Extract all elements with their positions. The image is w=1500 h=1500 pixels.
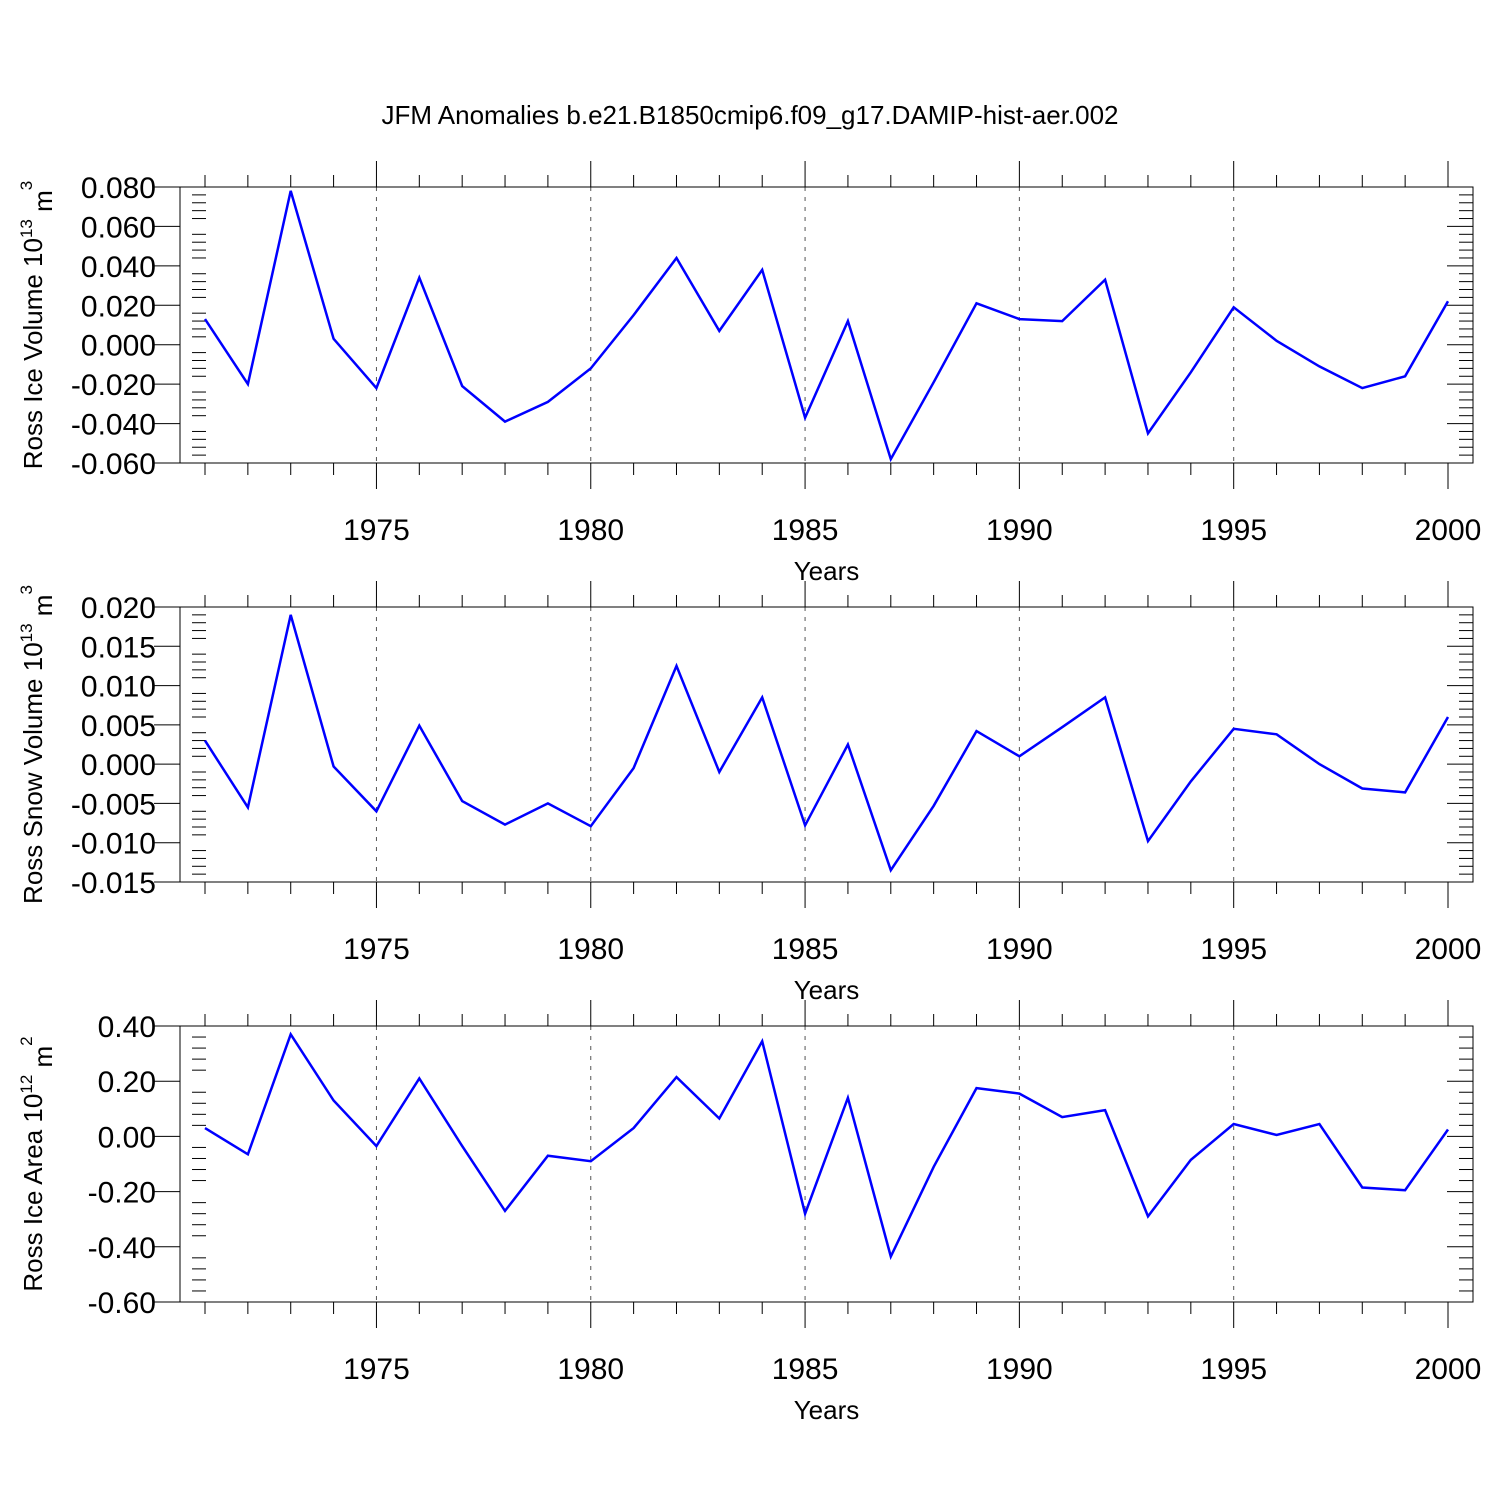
plot-frame bbox=[179, 1025, 1474, 1303]
plot-frame bbox=[179, 186, 1474, 464]
x-tick-label: 1990 bbox=[986, 514, 1053, 547]
panels: -0.060 -0.040 -0.020 0.000 0.020 0.040 0.060 0.… bbox=[17, 161, 1481, 1425]
panel-2: -0.015 -0.010 -0.005 0.000 0.005 0.010 0.015 0.… bbox=[17, 581, 1481, 1005]
y-tick-label: -0.010 bbox=[71, 828, 156, 861]
x-tick-label: 1990 bbox=[986, 933, 1053, 966]
y-tick-label: -0.020 bbox=[71, 369, 156, 402]
x-axis-label: Years bbox=[794, 556, 860, 586]
x-tick-label: 1975 bbox=[343, 1353, 410, 1386]
x-tick-label: 1980 bbox=[557, 933, 624, 966]
series-line bbox=[204, 1031, 1450, 1261]
y-tick-label: 0.020 bbox=[81, 592, 156, 625]
x-tick-label: 1975 bbox=[343, 514, 410, 547]
y-tick-label: -0.40 bbox=[88, 1232, 156, 1265]
x-tick-label: 1985 bbox=[772, 514, 839, 547]
y-axis-label-part: 13 bbox=[17, 219, 36, 238]
y-tick-label: -0.015 bbox=[71, 867, 156, 900]
y-tick-label: -0.060 bbox=[71, 448, 156, 481]
x-tick-label: 1995 bbox=[1200, 1353, 1267, 1386]
y-tick-label: -0.60 bbox=[88, 1287, 156, 1320]
y-axis-label-part: m bbox=[28, 1046, 58, 1075]
y-axis-label-part: Ross Ice Volume 10 bbox=[18, 238, 48, 469]
x-tick-label: 1995 bbox=[1200, 933, 1267, 966]
y-axis-label-part: 3 bbox=[17, 585, 36, 594]
x-tick-label: 1975 bbox=[343, 933, 410, 966]
series-line bbox=[203, 190, 1450, 463]
y-axis-label-part: 13 bbox=[17, 623, 36, 642]
y-axis-label-part: m bbox=[28, 190, 58, 219]
panel-3: -0.60 -0.40 -0.20 0.00 0.20 0.40 1975 1980 1985 1… bbox=[17, 1000, 1481, 1425]
y-tick-label: 0.040 bbox=[81, 251, 156, 284]
x-tick-label: 1995 bbox=[1200, 514, 1267, 547]
y-tick-label: -0.040 bbox=[71, 409, 156, 442]
y-tick-label: 0.000 bbox=[81, 330, 156, 363]
panel-1: -0.060 -0.040 -0.020 0.000 0.020 0.040 0.060 0.… bbox=[17, 161, 1481, 586]
y-tick-label: 0.40 bbox=[98, 1011, 156, 1044]
y-tick-label: 0.00 bbox=[98, 1121, 156, 1154]
y-tick-label: 0.005 bbox=[81, 710, 156, 743]
x-tick-label: 1990 bbox=[986, 1353, 1053, 1386]
y-tick-label: 0.020 bbox=[81, 290, 156, 323]
y-axis-label-part: Ross Snow Volume 10 bbox=[18, 642, 48, 904]
x-tick-label: 1985 bbox=[772, 1353, 839, 1386]
y-tick-label: 0.060 bbox=[81, 211, 156, 244]
x-tick-label: 2000 bbox=[1415, 933, 1482, 966]
y-tick-label: 0.000 bbox=[81, 749, 156, 782]
x-tick-label: 1980 bbox=[557, 1353, 624, 1386]
x-tick-label: 2000 bbox=[1415, 1353, 1482, 1386]
y-axis-label: Ross Ice Volume 1013 m3 bbox=[17, 181, 58, 470]
x-tick-label: 2000 bbox=[1415, 514, 1482, 547]
series-line bbox=[203, 614, 1450, 874]
y-axis-label-part: m bbox=[28, 595, 58, 624]
y-tick-label: -0.005 bbox=[71, 788, 156, 821]
y-tick-label: 0.010 bbox=[81, 671, 156, 704]
x-tick-label: 1985 bbox=[772, 933, 839, 966]
plot-frame bbox=[179, 606, 1474, 883]
y-tick-label: 0.015 bbox=[81, 631, 156, 664]
y-axis-label-part: 3 bbox=[17, 181, 36, 190]
y-axis-label-part: 2 bbox=[17, 1036, 36, 1045]
y-tick-label: -0.20 bbox=[88, 1177, 156, 1210]
x-tick-label: 1980 bbox=[557, 514, 624, 547]
x-axis-label: Years bbox=[794, 975, 860, 1005]
figure-title: JFM Anomalies b.e21.B1850cmip6.f09_g17.D… bbox=[381, 100, 1118, 130]
y-tick-label: 0.20 bbox=[98, 1066, 156, 1099]
y-axis-label-part: Ross Ice Area 10 bbox=[18, 1094, 48, 1292]
x-axis-label: Years bbox=[794, 1395, 860, 1425]
y-axis-label: Ross Ice Area 1012 m2 bbox=[17, 1036, 58, 1291]
y-axis-label-part: 12 bbox=[17, 1075, 36, 1094]
y-axis-label: Ross Snow Volume 1013 m3 bbox=[17, 585, 58, 904]
y-tick-label: 0.080 bbox=[81, 172, 156, 205]
